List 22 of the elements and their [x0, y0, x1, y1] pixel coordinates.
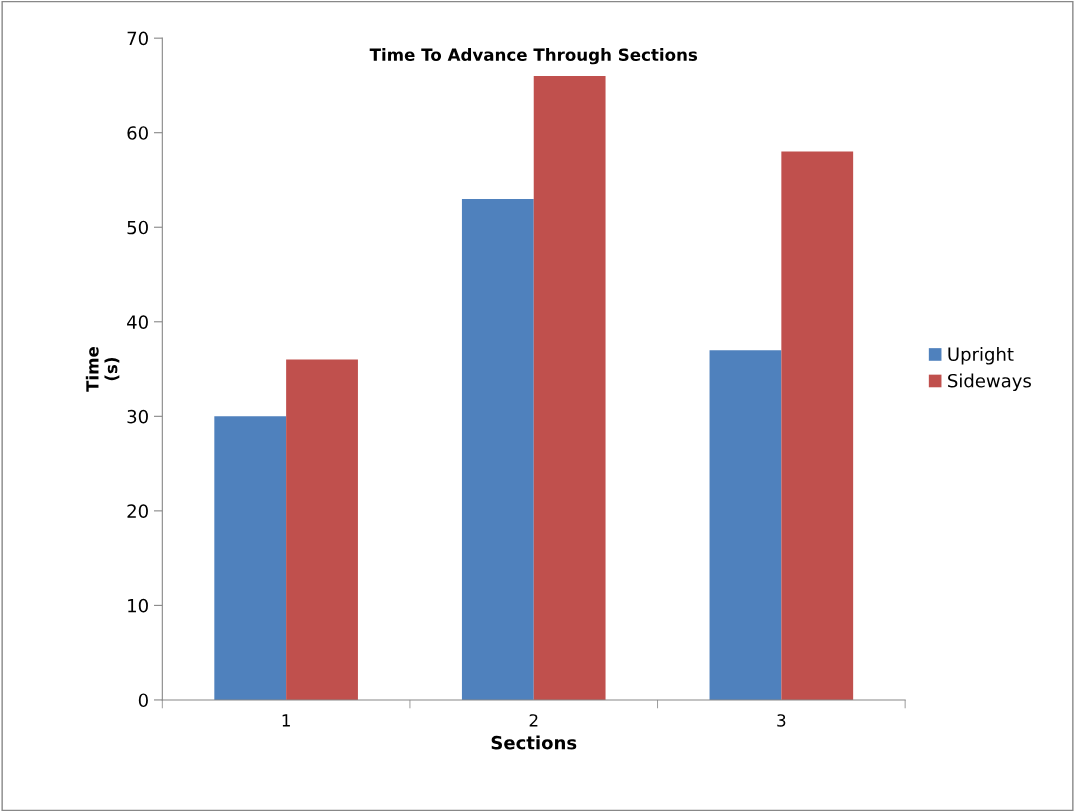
legend-label: Sideways: [948, 373, 1031, 392]
legend-label: Upright: [948, 347, 1014, 365]
y-tick-label: 70: [127, 31, 148, 46]
y-tick-label: 30: [127, 409, 148, 424]
y-axis-title: Time (s): [85, 346, 120, 392]
y-tick-label: 10: [128, 598, 148, 613]
x-tick-label: 1: [282, 714, 290, 727]
x-tick-label: 3: [777, 714, 786, 727]
y-tick-label: 40: [127, 315, 148, 329]
bar: [533, 75, 606, 700]
bar: [286, 359, 358, 700]
y-tick-label: 0: [138, 693, 148, 708]
bar: [709, 350, 782, 700]
text: Time To Advance Through Sections: [369, 48, 698, 65]
x-axis-title: Sections: [491, 735, 577, 750]
bar: [461, 198, 534, 700]
bar: [214, 416, 287, 700]
y-tick-label: 50: [127, 220, 148, 235]
x-tick-label: 2: [529, 714, 538, 727]
y-tick-label: 20: [127, 504, 148, 518]
bar: [781, 151, 854, 700]
y-tick-label: 60: [127, 126, 148, 140]
